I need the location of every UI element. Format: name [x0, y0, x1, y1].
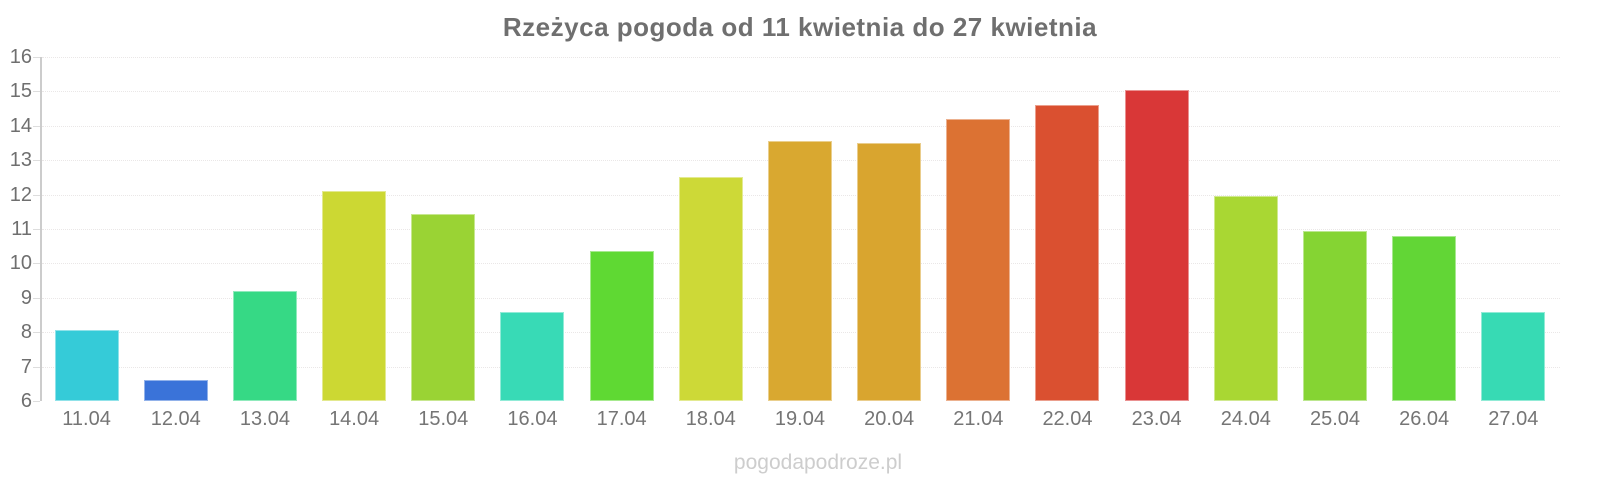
bar-12.04[interactable]: [143, 380, 208, 401]
y-tick-label: 9: [20, 286, 32, 309]
y-axis-tick: [33, 401, 40, 402]
x-tick-label: 19.04: [774, 408, 825, 430]
y-axis-tick: [33, 91, 40, 93]
bar-22.04[interactable]: [1035, 105, 1100, 401]
y-axis-tick: [33, 332, 40, 334]
y-tick-label: 7: [20, 355, 32, 378]
bar-23.04[interactable]: [1124, 89, 1189, 401]
x-tick-label: 22.04: [1042, 408, 1093, 430]
chart-title: Rzeżyca pogoda od 11 kwietnia do 27 kwie…: [502, 12, 1098, 42]
y-tick-label: 8: [20, 321, 32, 344]
bar-cell: [1469, 57, 1558, 401]
x-tick-label: 27.04: [1488, 408, 1539, 430]
y-tick-label: 16: [9, 46, 32, 68]
x-tick-label: 18.04: [685, 408, 736, 430]
y-tick-label: 12: [9, 183, 32, 206]
gridline: [42, 125, 1560, 127]
y-axis-labels: 16 15 14 13 12 11 10 9 8 7 6: [0, 47, 34, 411]
bar-27.04[interactable]: [1481, 311, 1546, 401]
bar-13.04[interactable]: [232, 290, 297, 401]
x-tick-label: 11.04: [62, 408, 111, 430]
y-tick-label: 10: [9, 252, 32, 275]
x-tick-label: 25.04: [1309, 408, 1361, 430]
bar-14.04[interactable]: [322, 191, 387, 401]
bar-24.04[interactable]: [1213, 196, 1278, 401]
bar-cell: [1112, 57, 1201, 401]
y-axis-tick: [33, 194, 40, 196]
bar-cell: [310, 57, 399, 401]
x-tick-label: 24.04: [1220, 408, 1271, 430]
y-tick-label: 15: [9, 80, 32, 103]
x-tick-label: 17.04: [596, 408, 647, 430]
bar-cell: [577, 57, 666, 401]
bar-cell: [42, 57, 131, 401]
y-axis-tick: [33, 57, 40, 58]
x-tick-label: 16.04: [507, 408, 558, 430]
y-axis-tick: [33, 160, 40, 162]
y-tick-label: 6: [20, 390, 32, 412]
y-tick-label: 13: [9, 149, 32, 172]
bar-cell: [666, 57, 755, 401]
x-tick-label: 23.04: [1131, 408, 1182, 430]
bar-cell: [220, 57, 309, 401]
x-tick-label: 14.04: [329, 408, 380, 430]
bar-18.04[interactable]: [678, 177, 743, 401]
bar-19.04[interactable]: [767, 141, 832, 401]
x-tick-label: 12.04: [150, 408, 201, 430]
bar-cell: [131, 57, 220, 401]
x-tick-label: 20.04: [864, 408, 915, 430]
bar-15.04[interactable]: [411, 213, 476, 401]
x-axis-labels: 11.04 12.04 13.04 14.04 15.04 16.04 17.04 18.04…: [42, 408, 1558, 431]
x-tick-label: 21.04: [953, 408, 1004, 430]
gridline: [42, 91, 1560, 93]
bar-17.04[interactable]: [589, 251, 654, 401]
bar-cell: [1380, 57, 1469, 401]
watermark: pogodapodroze.pl: [733, 451, 903, 474]
bars-row: [42, 57, 1558, 401]
bar-cell: [934, 57, 1023, 401]
bar-21.04[interactable]: [946, 118, 1011, 401]
y-axis-tick: [33, 125, 40, 127]
bar-cell: [1201, 57, 1290, 401]
bar-cell: [1290, 57, 1379, 401]
y-tick-label: 11: [11, 218, 32, 240]
x-tick-label: 15.04: [418, 408, 469, 430]
y-axis-tick: [33, 229, 40, 230]
y-tick-label: 14: [9, 114, 32, 137]
y-axis-tick: [33, 366, 40, 368]
gridline: [42, 57, 1560, 58]
bar-20.04[interactable]: [857, 143, 922, 401]
bar-11.04[interactable]: [54, 330, 119, 401]
x-tick-label: 13.04: [239, 408, 290, 430]
bar-cell: [488, 57, 577, 401]
y-axis-tick: [33, 263, 40, 265]
y-axis-tick: [33, 297, 40, 299]
bar-cell: [845, 57, 934, 401]
bar-cell: [755, 57, 844, 401]
bar-25.04[interactable]: [1302, 230, 1367, 401]
bar-16.04[interactable]: [500, 311, 565, 401]
x-tick-label: 26.04: [1399, 408, 1450, 430]
bar-cell: [1023, 57, 1112, 401]
bar-26.04[interactable]: [1392, 235, 1457, 401]
bar-cell: [399, 57, 488, 401]
